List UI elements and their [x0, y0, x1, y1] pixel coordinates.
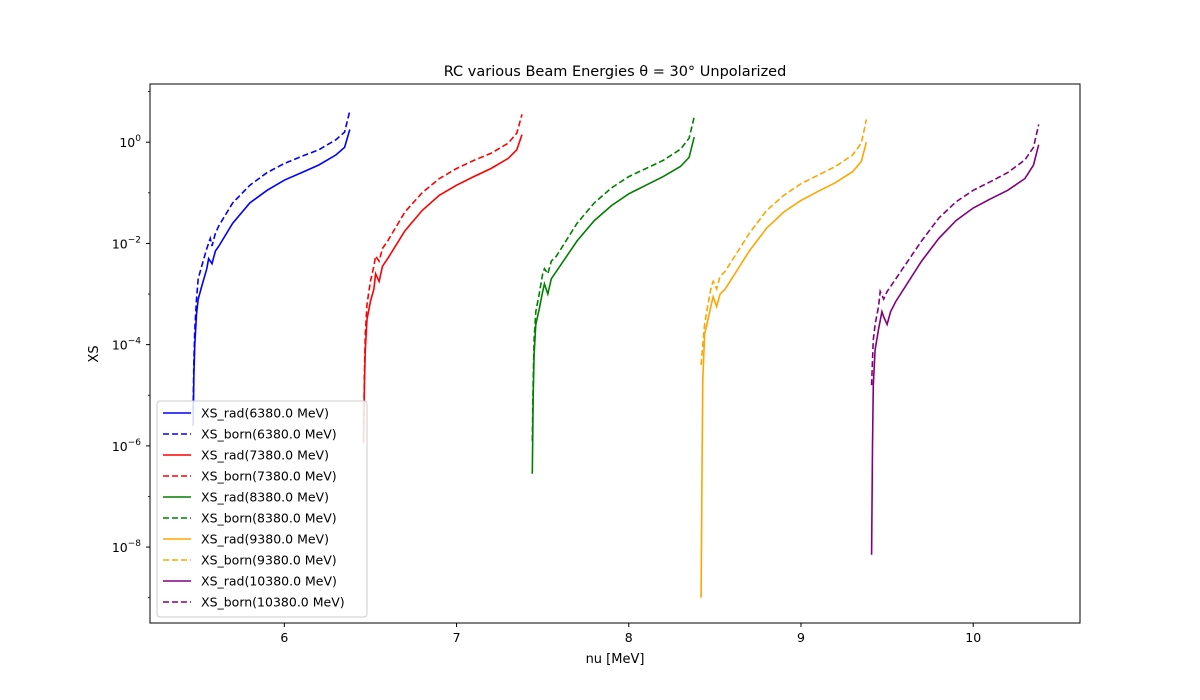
legend-box — [156, 400, 368, 618]
x-tick-label: 6 — [280, 630, 288, 645]
series-line-5 — [531, 136, 695, 474]
y-tick-label: 10−4 — [112, 337, 141, 353]
x-tick-label: 9 — [797, 630, 805, 645]
series-line-9 — [870, 144, 1040, 555]
legend-label: XS_rad(9380.0 MeV) — [201, 532, 329, 547]
legend-label: XS_rad(10380.0 MeV) — [201, 574, 337, 589]
legend-label: XS_rad(8380.0 MeV) — [201, 490, 329, 505]
plot-frame — [149, 83, 1081, 624]
series-line-7 — [700, 141, 868, 598]
y-axis-label: XS — [87, 345, 102, 362]
x-tick-label: 8 — [625, 630, 633, 645]
series-line-2 — [192, 110, 351, 411]
legend-label: XS_rad(7380.0 MeV) — [201, 448, 329, 463]
x-tick-label: 7 — [453, 630, 461, 645]
legend-label: XS_born(7380.0 MeV) — [201, 469, 337, 484]
series-layer — [192, 110, 1040, 598]
y-tick-label: 10−6 — [112, 438, 141, 454]
series-line-3 — [362, 134, 523, 441]
x-axis-label: nu [MeV] — [586, 652, 645, 667]
y-tick-label: 100 — [119, 134, 141, 150]
legend: XS_rad(6380.0 MeV) XS_born(6380.0 MeV) XS_… — [156, 400, 368, 618]
series-line-4 — [362, 114, 523, 444]
legend-label: XS_born(10380.0 MeV) — [201, 595, 345, 610]
series-line-10 — [870, 124, 1040, 386]
x-tick-label: 10 — [965, 630, 981, 645]
legend-label: XS_born(8380.0 MeV) — [201, 511, 337, 526]
chart-title: RC various Beam Energies θ = 30° Unpolar… — [444, 64, 787, 80]
y-tick-label: 10−8 — [112, 539, 141, 555]
legend-label: XS_born(6380.0 MeV) — [201, 427, 337, 442]
x-axis: 6 7 8 9 10 — [280, 623, 981, 645]
y-tick-label: 10−2 — [112, 235, 141, 251]
legend-label: XS_rad(6380.0 MeV) — [201, 406, 329, 421]
legend-label: XS_born(9380.0 MeV) — [201, 553, 337, 568]
series-line-8 — [700, 119, 868, 365]
y-axis: 10−8 10−6 10−4 10−2 100 — [112, 91, 150, 599]
series-line-1 — [192, 129, 351, 426]
series-line-6 — [531, 116, 695, 441]
